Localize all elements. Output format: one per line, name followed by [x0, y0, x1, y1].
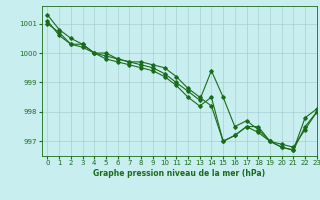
X-axis label: Graphe pression niveau de la mer (hPa): Graphe pression niveau de la mer (hPa) [93, 169, 265, 178]
